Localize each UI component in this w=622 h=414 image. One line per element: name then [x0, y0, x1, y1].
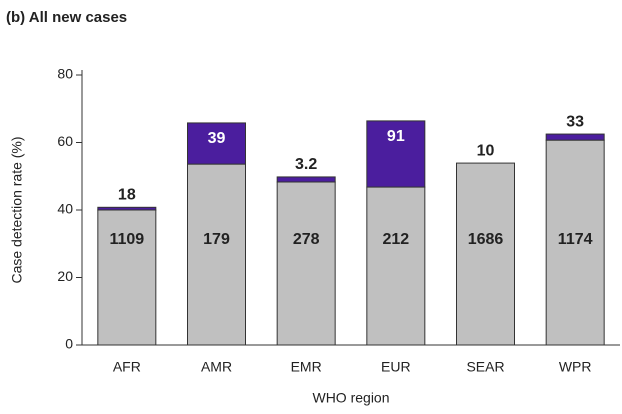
bar-segment [366, 120, 426, 188]
bar-segment [545, 133, 605, 141]
y-axis-label: Case detection rate (%) [9, 136, 25, 283]
x-tick-label: AFR [113, 359, 141, 375]
y-tick-label: 40 [57, 201, 73, 217]
bar-segment [456, 162, 515, 346]
bar-segment [187, 163, 246, 346]
bar-label: 91 [387, 128, 405, 145]
y-tick-label: 80 [57, 66, 73, 82]
x-tick-label: EMR [291, 359, 322, 375]
bar-label: 179 [203, 231, 230, 248]
bar-label: 33 [566, 113, 584, 130]
bar-segment [276, 181, 336, 346]
bar-segment [187, 122, 246, 165]
x-tick-label: EUR [381, 359, 411, 375]
bar-label: 1109 [109, 231, 144, 248]
y-tick-label: 60 [57, 133, 73, 149]
bar-label: 1174 [558, 231, 593, 248]
bar-label: 212 [382, 231, 409, 248]
x-tick-label: AMR [201, 359, 232, 375]
bar-segment [276, 176, 336, 183]
x-tick-label: WPR [559, 359, 592, 375]
y-tick-label: 20 [57, 268, 73, 284]
bar-label: 18 [118, 187, 136, 204]
chart-title: (b) All new cases [6, 9, 127, 26]
bar-label: 1686 [468, 231, 504, 248]
x-axis-label: WHO region [312, 390, 389, 406]
bar-segment [97, 206, 157, 211]
x-tick-label: SEAR [466, 359, 504, 375]
bar-label: 10 [477, 142, 495, 159]
bar-label: 278 [293, 231, 320, 248]
bar-label: 3.2 [295, 156, 317, 173]
bar-label: 39 [208, 130, 226, 147]
bar-segment [366, 186, 426, 346]
y-tick-label: 0 [65, 336, 73, 352]
